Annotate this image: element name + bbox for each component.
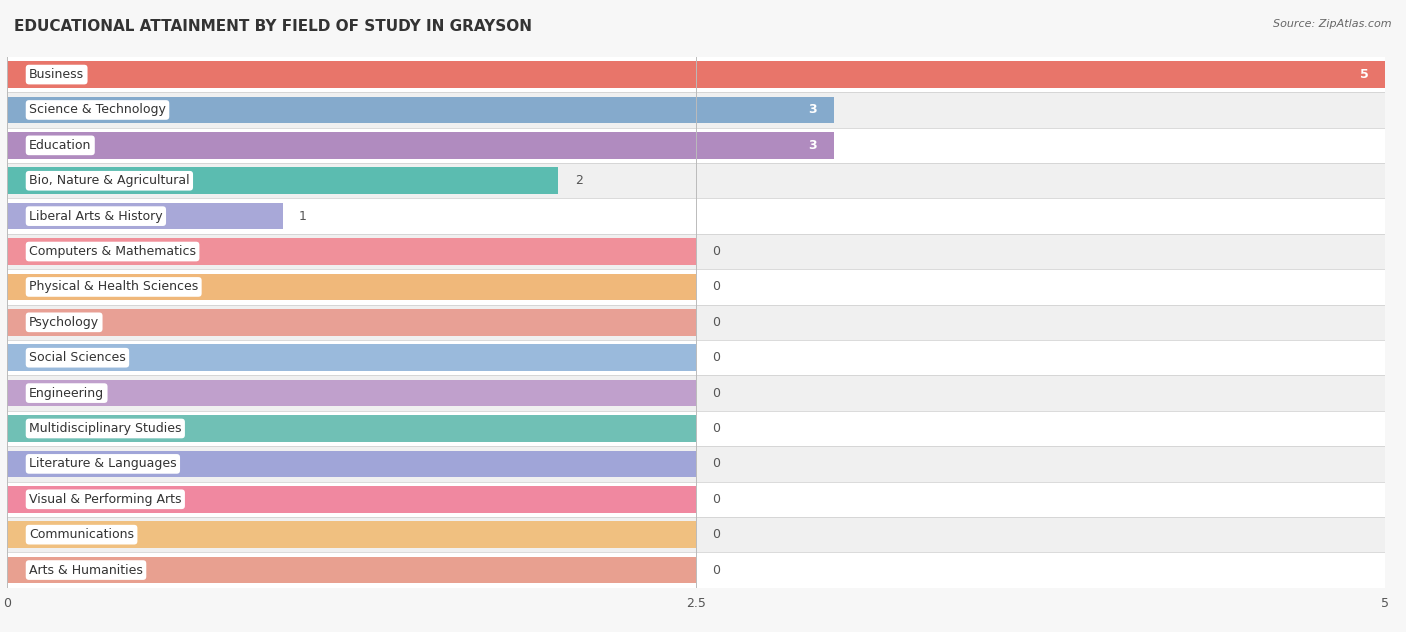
Bar [7,132,834,159]
Bar [7,451,696,477]
Text: 2: 2 [575,174,582,187]
Bar [7,198,1385,234]
Bar [7,486,696,513]
Text: Arts & Humanities: Arts & Humanities [30,564,143,576]
Text: 3: 3 [808,139,817,152]
Text: 0: 0 [713,316,720,329]
Text: 0: 0 [713,493,720,506]
Text: Visual & Performing Arts: Visual & Performing Arts [30,493,181,506]
Text: Social Sciences: Social Sciences [30,351,125,364]
Text: Business: Business [30,68,84,81]
Text: Psychology: Psychology [30,316,100,329]
Bar [7,415,696,442]
Bar [7,274,696,300]
Bar [7,521,696,548]
Bar [7,557,696,583]
Text: EDUCATIONAL ATTAINMENT BY FIELD OF STUDY IN GRAYSON: EDUCATIONAL ATTAINMENT BY FIELD OF STUDY… [14,19,531,34]
Bar [7,61,1385,88]
Bar [7,344,696,371]
Text: Education: Education [30,139,91,152]
Text: 0: 0 [713,387,720,399]
Bar [7,238,696,265]
Text: Bio, Nature & Agricultural: Bio, Nature & Agricultural [30,174,190,187]
Text: Literature & Languages: Literature & Languages [30,458,177,470]
Text: Science & Technology: Science & Technology [30,104,166,116]
Bar [7,482,1385,517]
Text: Multidisciplinary Studies: Multidisciplinary Studies [30,422,181,435]
Text: 1: 1 [299,210,307,222]
Text: 3: 3 [808,104,817,116]
Bar [7,234,1385,269]
Bar [7,411,1385,446]
Text: 0: 0 [713,422,720,435]
Text: Physical & Health Sciences: Physical & Health Sciences [30,281,198,293]
Bar [7,309,696,336]
Bar [7,128,1385,163]
Bar [7,446,1385,482]
Text: 0: 0 [713,528,720,541]
Bar [7,97,834,123]
Text: 0: 0 [713,458,720,470]
Bar [7,163,1385,198]
Text: 0: 0 [713,281,720,293]
Bar [7,340,1385,375]
Text: 0: 0 [713,564,720,576]
Bar [7,305,1385,340]
Text: 0: 0 [713,351,720,364]
Text: Computers & Mathematics: Computers & Mathematics [30,245,195,258]
Text: Communications: Communications [30,528,134,541]
Text: Liberal Arts & History: Liberal Arts & History [30,210,163,222]
Bar [7,380,696,406]
Bar [7,375,1385,411]
Text: 0: 0 [713,245,720,258]
Bar [7,57,1385,92]
Bar [7,92,1385,128]
Bar [7,203,283,229]
Bar [7,167,558,194]
Bar [7,517,1385,552]
Bar [7,269,1385,305]
Text: Source: ZipAtlas.com: Source: ZipAtlas.com [1274,19,1392,29]
Text: Engineering: Engineering [30,387,104,399]
Text: 5: 5 [1360,68,1368,81]
Bar [7,552,1385,588]
